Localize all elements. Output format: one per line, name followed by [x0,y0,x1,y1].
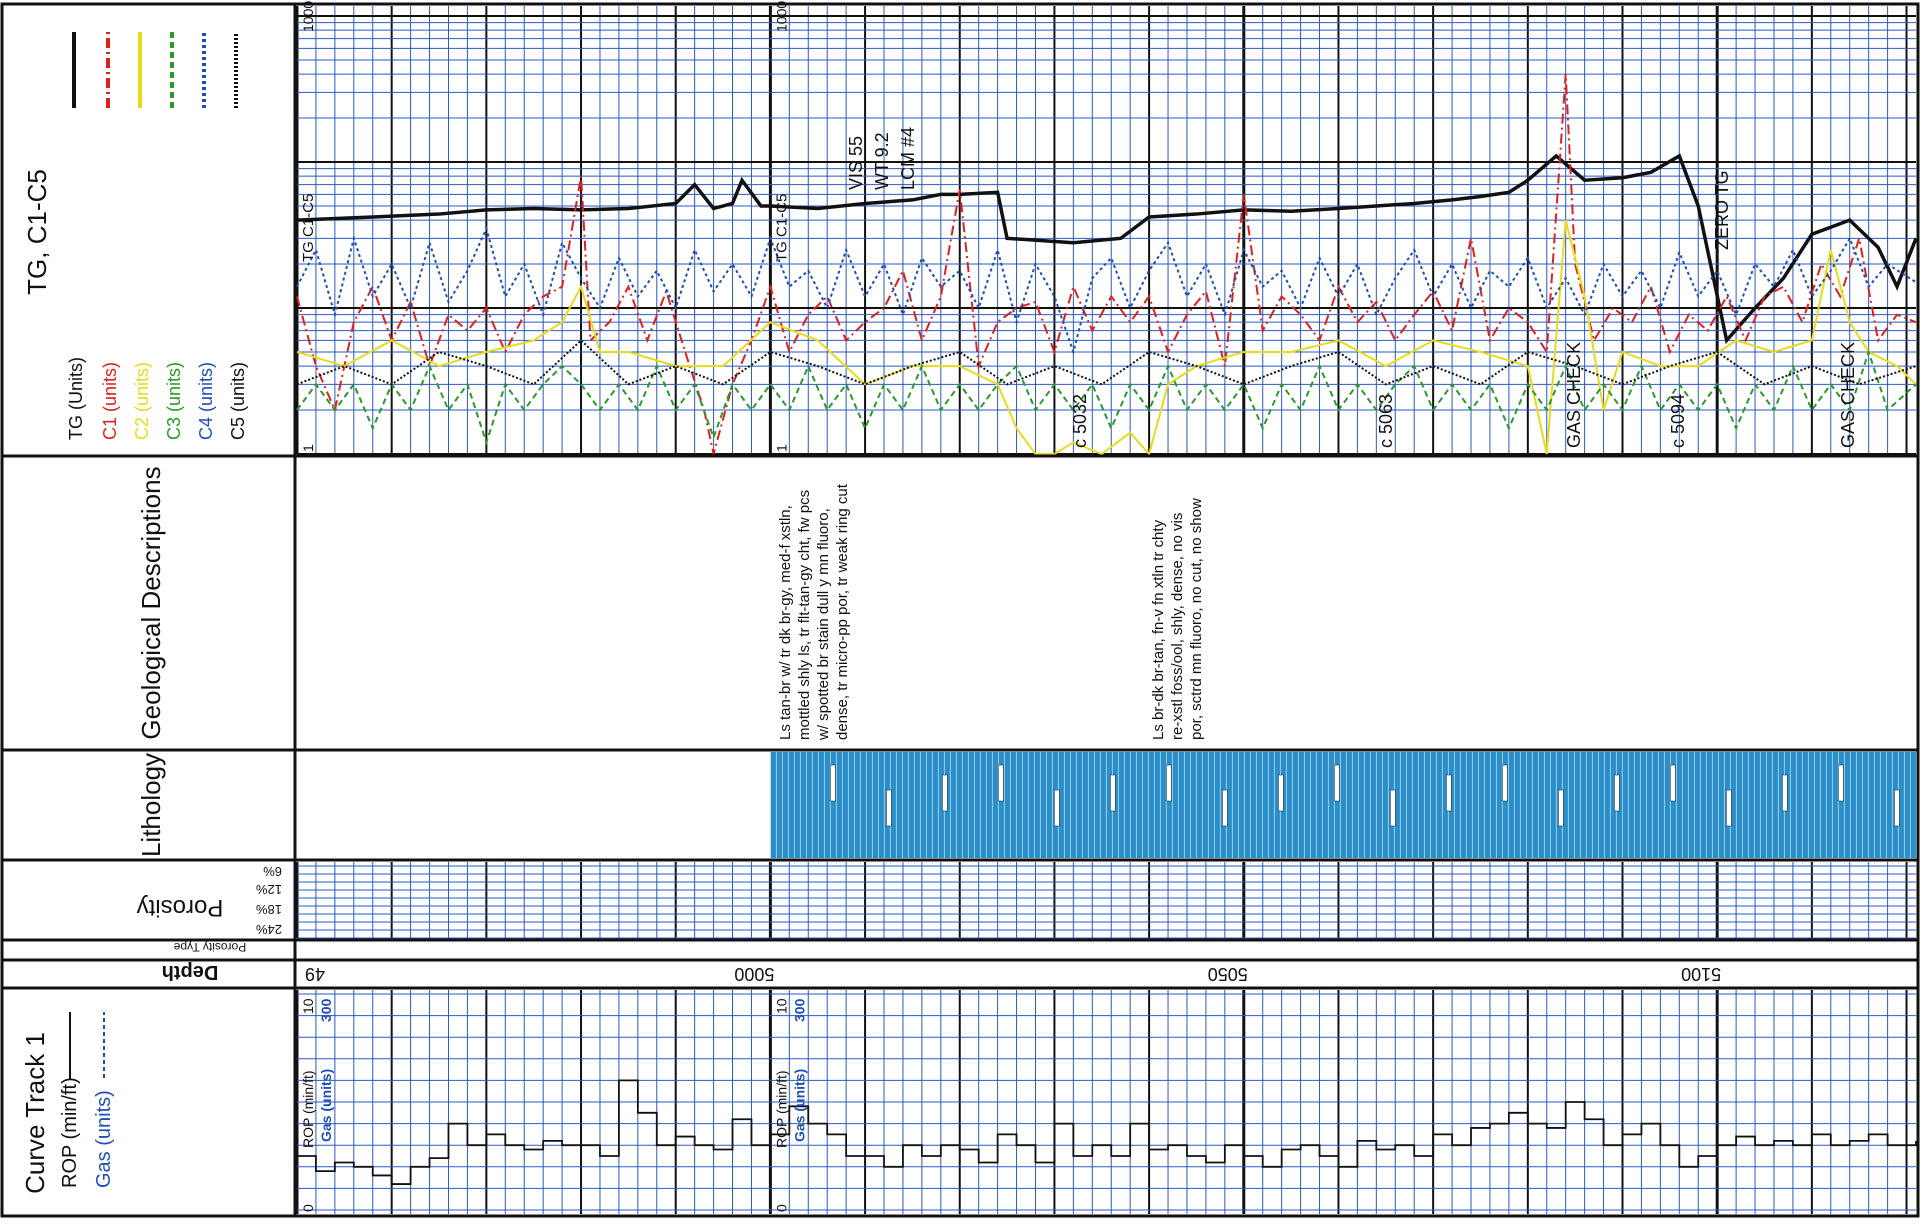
rop-scale-min: 0 [773,1204,789,1212]
legend-label-1: C1 (units) [100,362,120,440]
rop-scale-label: ROP (min/ft) [773,1070,789,1148]
porosity-track-header: Porosity 6% 12% 18% 24% Porosity Type [137,864,282,954]
lithology-track [769,752,1916,858]
limestone-brick [830,764,836,802]
limestone-brick [998,764,1004,802]
porosity-scale-18: 18% [256,902,282,917]
gas-units-scale-max: 300 [791,998,807,1022]
connection-5063: c 5063 [1376,394,1396,448]
rop-track-header: Curve Track 1 ROP (min/ft) Gas (units) [20,1012,115,1194]
zero-tg-note: ZERO TG [1712,170,1732,250]
limestone-brick [1278,774,1284,812]
gas-scale-label: TG C1-C5 [300,194,317,262]
gas-scale-bottom: 1 [773,444,789,452]
legend-label-4: C4 (units) [196,362,216,440]
depth-label-5000: 5000 [734,964,774,984]
limestone-brick [1054,789,1060,827]
gas-units-scale-label: Gas (units) [791,1069,807,1142]
legend-label-3: C3 (units) [164,362,184,440]
annotations: VIS 55 WT 9.2 LCM #4 ZERO TG GAS CHECK G… [846,127,1858,448]
geo-desc-1-line-1: Ls tan-br w/ tr dk br-gy, med-f xstln, [777,505,794,740]
limestone-brick [1502,764,1508,802]
limestone-brick [1894,789,1900,827]
lithology-limestone [770,752,1916,858]
rop-scale-min: 0 [300,1204,316,1212]
porosity-scale-6: 6% [263,864,282,879]
legend-label-2: C2 (units) [132,362,152,440]
connection-5094: c 5094 [1668,394,1688,448]
limestone-brick [1614,774,1620,812]
geo-desc-1-line-4: dense, tr micro-pp por, tr weak ring cut [834,483,851,740]
limestone-brick [942,774,948,812]
gas-check-note-1: GAS CHECK [1564,342,1584,448]
gas-units-scale-max: 300 [318,998,334,1022]
lithology-track-title: Lithology [136,753,166,857]
c3-curve [296,348,1917,446]
curve-layer [296,74,1918,1185]
limestone-brick [1166,764,1172,802]
depth-track-title: Depth [162,961,219,983]
porosity-scale-12: 12% [256,882,282,897]
depth-labels: 49 5000 5050 5100 [305,964,1721,984]
gas-check-note-2: GAS CHECK [1838,342,1858,448]
connection-5032: c 5032 [1070,394,1090,448]
geo-desc-2-line-1: Ls br-dk br-tan, fn-v fn xtln tr chty [1150,519,1167,740]
limestone-brick [1390,789,1396,827]
gas-scale-top: 1000 [773,1,789,32]
c5-curve [296,339,1917,386]
porosity-track-title: Porosity [137,894,224,921]
gas-units-scale-label: Gas (units) [318,1069,334,1142]
tg-track-header: TG, C1-C5 TG (Units) C1 (units) C2 (units)… [22,32,248,440]
gas-scale-label: TG C1-C5 [773,194,790,262]
limestone-brick [1726,789,1732,827]
rop-header-label: ROP (min/ft) [59,1077,81,1188]
gas-legend: TG (Units) C1 (units) C2 (units) C3 (units)… [66,32,248,440]
gas-scale-bottom: 1 [300,444,316,452]
depth-label-49: 49 [305,964,325,984]
limestone-brick [1110,774,1116,812]
legend-label-0: TG (Units) [66,357,86,440]
limestone-brick [1446,774,1452,812]
mud-wt: WT 9.2 [872,132,892,190]
limestone-brick [1838,764,1844,802]
limestone-brick [1782,774,1788,812]
rop-scale-label: ROP (min/ft) [300,1070,316,1148]
rop-track-title: Curve Track 1 [20,1032,50,1194]
rop-scale-max: 10 [300,998,316,1014]
c4-curve [296,225,1917,356]
geo-desc-1-line-2: mottled shly ls, tr flt-tan-gy cht, fw p… [796,490,813,740]
mud-vis: VIS 55 [846,136,866,190]
gas-units-header-label: Gas (units) [93,1090,115,1188]
c2-curve [296,219,1917,457]
geo-desc-2-line-2: re-xstl foss/ool, shly, dense, no vis [1169,513,1186,740]
limestone-brick [1334,764,1340,802]
legend-label-5: C5 (units) [228,362,248,440]
depth-label-5050: 5050 [1208,964,1248,984]
depth-label-5100: 5100 [1681,964,1721,984]
porosity-type-label: Porosity Type [173,940,246,954]
tg-curve [296,153,1918,345]
geo-description-1: Ls tan-br w/ tr dk br-gy, med-f xstln, m… [777,483,851,741]
geo-desc-2-line-3: por, sctrd mn fluoro, no cut, no show [1188,498,1205,740]
limestone-brick [1558,789,1564,827]
limestone-brick [1222,789,1228,827]
rop-scale-max: 10 [773,998,789,1014]
limestone-brick [1670,764,1676,802]
tg-track-title: TG, C1-C5 [22,169,52,295]
mud-lcm: LCM #4 [898,127,918,190]
geo-description-2: Ls br-dk br-tan, fn-v fn xtln tr chty re… [1150,498,1205,740]
geo-desc-1-line-3: w/ spotted br stain dull y mn fluoro, [815,508,832,741]
porosity-scale-24: 24% [256,922,282,937]
limestone-brick [886,789,892,827]
geo-track-title: Geological Descriptions [136,466,166,739]
gas-scale-top: 1000 [300,1,316,32]
c1-curve [296,74,1917,455]
rop-curve [297,1079,1917,1185]
grid-layer [295,6,1916,1214]
